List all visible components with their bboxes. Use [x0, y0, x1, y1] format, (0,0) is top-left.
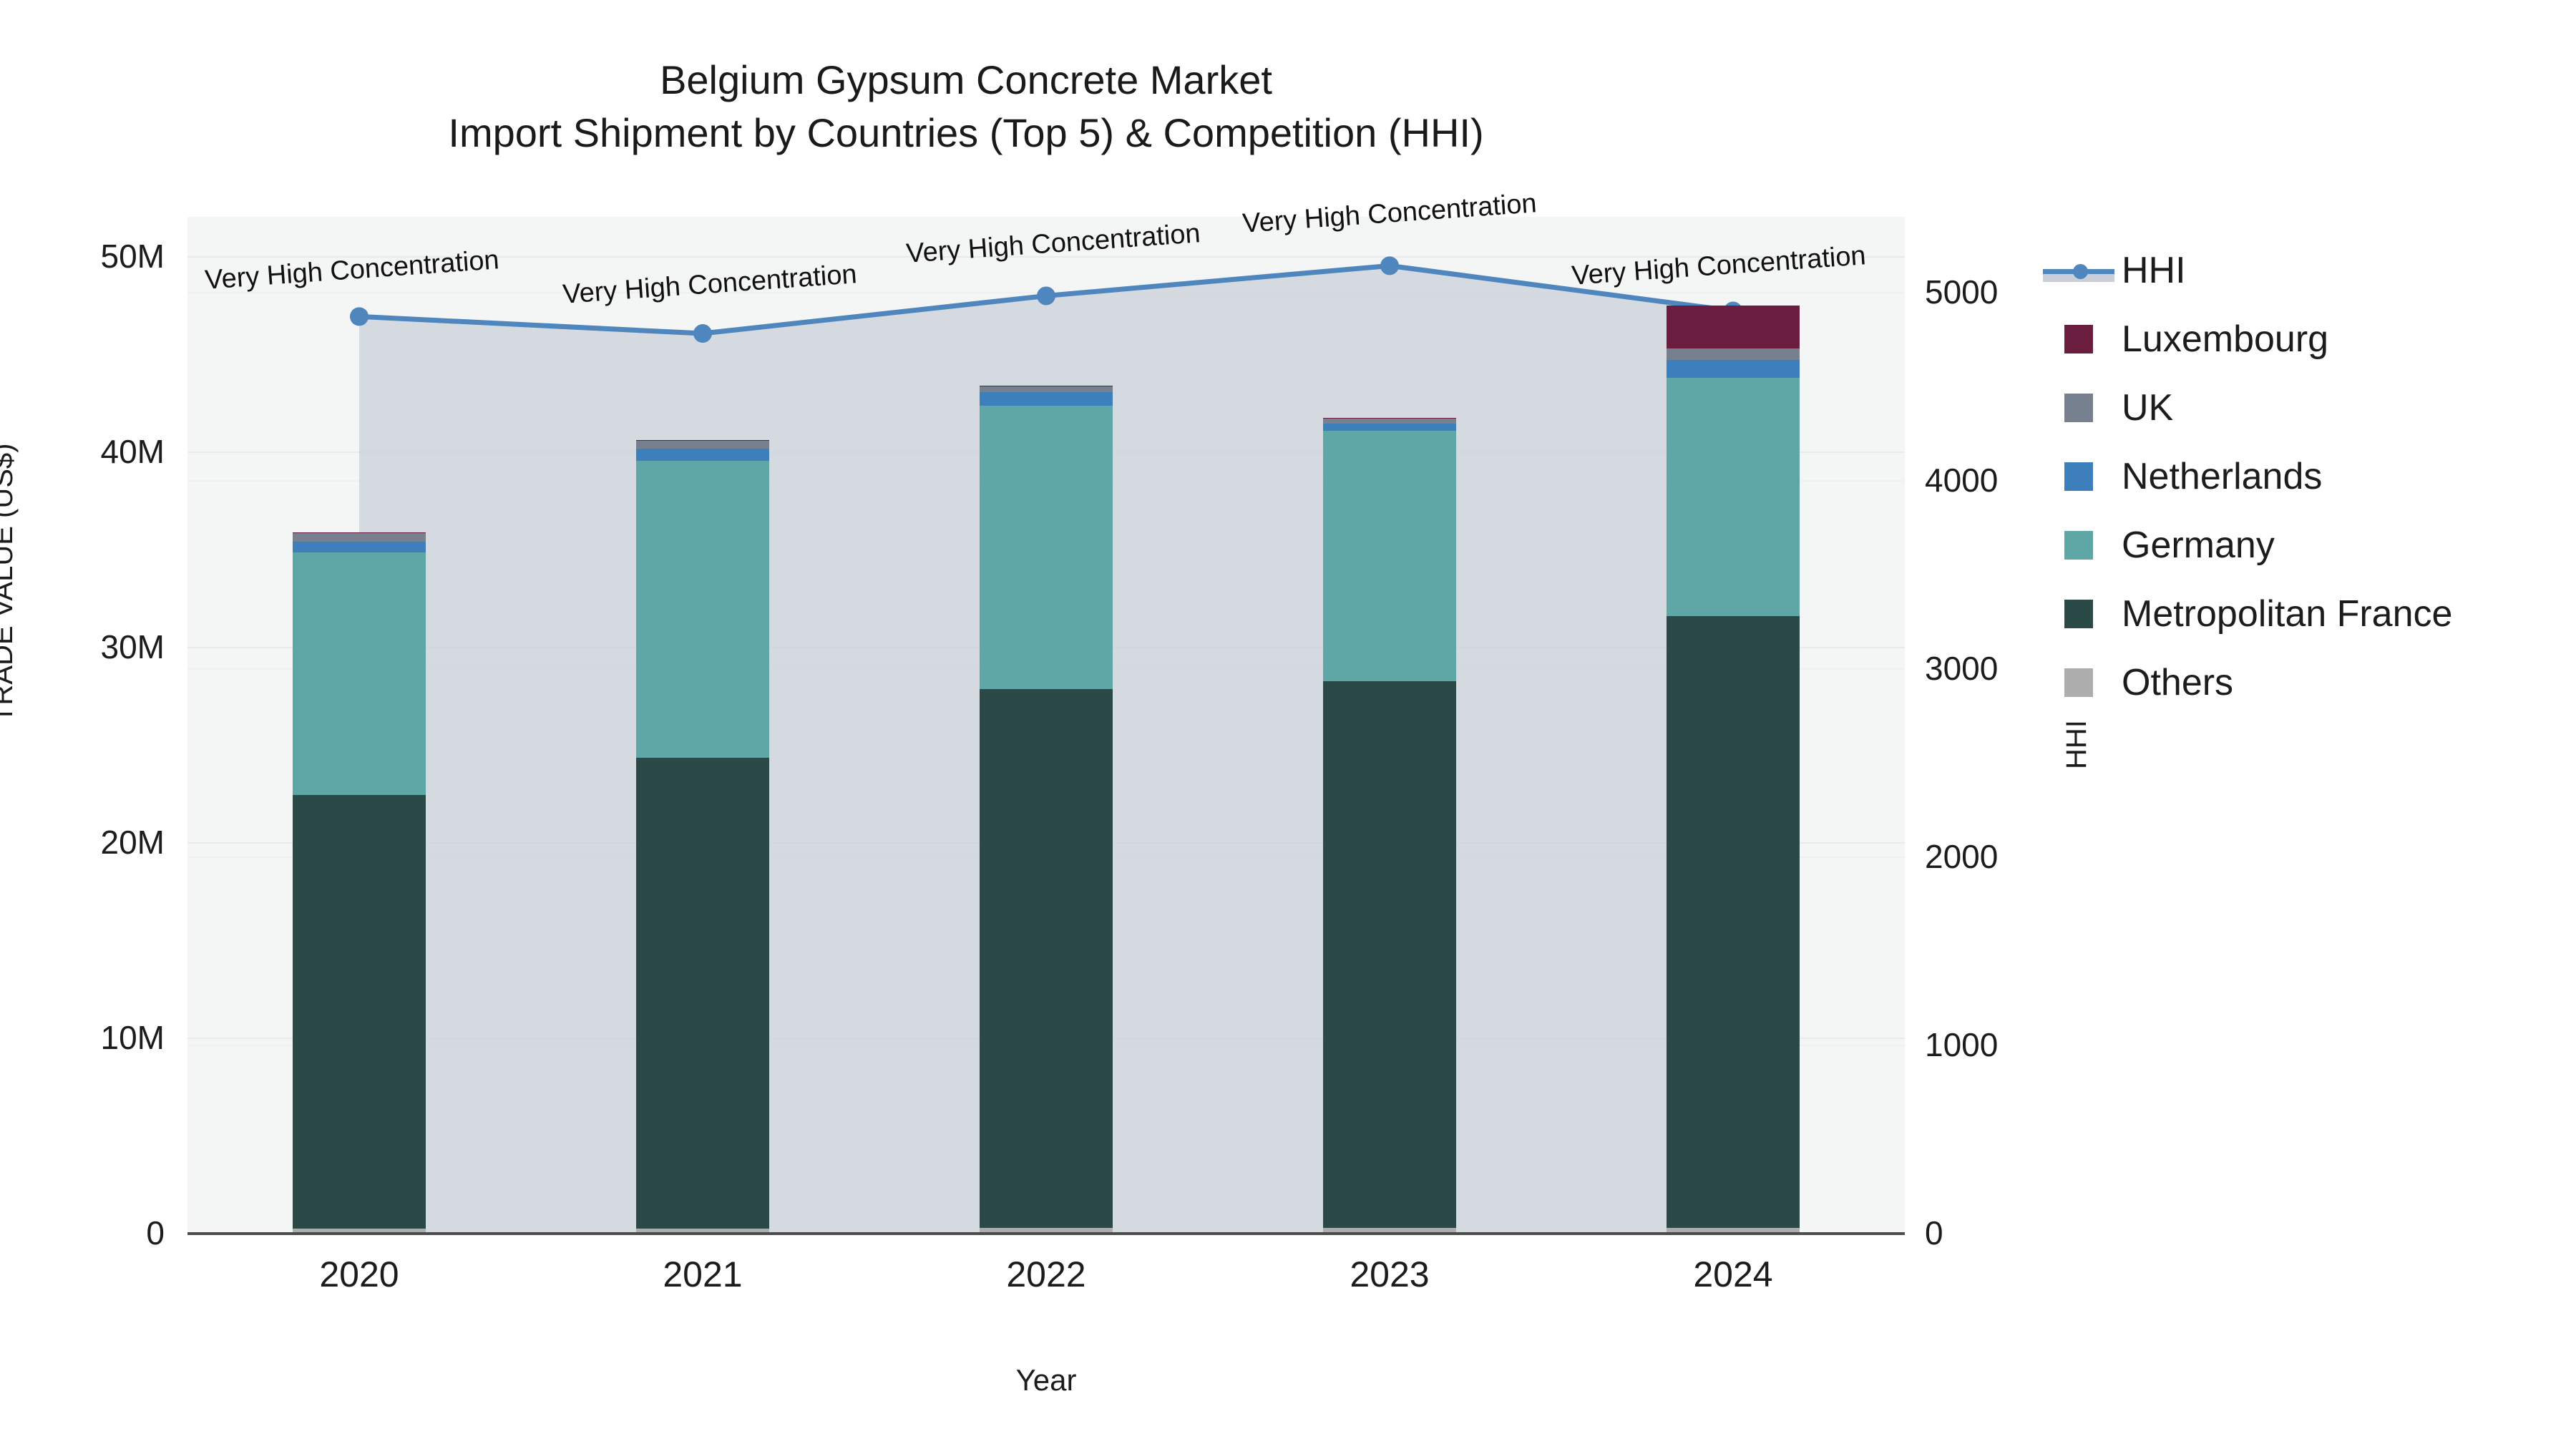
bar-segment-others[interactable]: [293, 1229, 426, 1233]
y-axis-left-label: TRADE VALUE (US$): [0, 443, 19, 723]
bar-segment-germany[interactable]: [293, 552, 426, 795]
y-tick-left-10M: 10M: [100, 1018, 165, 1056]
hhi-point-2020[interactable]: [350, 307, 369, 326]
bar-segment-uk[interactable]: [636, 441, 769, 449]
legend-swatch-icon: [2064, 462, 2093, 491]
y-tick-right-0: 0: [1925, 1214, 1943, 1252]
bar-segment-uk[interactable]: [980, 386, 1113, 392]
x-tick-2021: 2021: [663, 1254, 743, 1294]
hhi-point-2023[interactable]: [1380, 256, 1399, 275]
y-tick-right-5000: 5000: [1925, 273, 1999, 311]
legend-item-label: HHI: [2122, 250, 2186, 291]
bar-segment-germany[interactable]: [636, 460, 769, 758]
bar-segment-netherlands[interactable]: [293, 542, 426, 553]
legend-item-label: Metropolitan France: [2122, 593, 2453, 635]
bar-segment-luxembourg[interactable]: [636, 440, 769, 441]
plot-area: [187, 217, 1905, 1234]
bar-segment-netherlands[interactable]: [980, 391, 1113, 406]
legend-line-marker-icon: [2043, 256, 2114, 285]
y-tick-right-3000: 3000: [1925, 650, 1999, 688]
bar-segment-netherlands[interactable]: [636, 449, 769, 461]
bar-segment-uk[interactable]: [1323, 418, 1456, 424]
bar-segment-metropolitan-france[interactable]: [980, 688, 1113, 1229]
legend-item-metropolitan-france[interactable]: Metropolitan France: [2043, 580, 2558, 648]
chart-title-line-2: Import Shipment by Countries (Top 5) & C…: [448, 109, 1484, 155]
hhi-point-2021[interactable]: [693, 324, 712, 343]
legend-swatch-icon: [2064, 394, 2093, 422]
bar-segment-uk[interactable]: [1667, 348, 1800, 361]
legend-item-luxembourg[interactable]: Luxembourg: [2043, 305, 2558, 374]
bar-segment-netherlands[interactable]: [1323, 424, 1456, 431]
y-tick-left-20M: 20M: [100, 823, 165, 861]
bar-2020[interactable]: [293, 217, 426, 1233]
hhi-point-2022[interactable]: [1037, 286, 1055, 306]
bar-segment-metropolitan-france[interactable]: [293, 794, 426, 1229]
y-tick-right-4000: 4000: [1925, 462, 1999, 499]
y-axis-right-label: HHI: [2061, 720, 2092, 769]
bar-segment-metropolitan-france[interactable]: [1323, 680, 1456, 1229]
bar-segment-others[interactable]: [980, 1228, 1113, 1233]
legend-item-label: Germany: [2122, 525, 2275, 566]
y-tick-right-1000: 1000: [1925, 1026, 1999, 1064]
y-tick-left-50M: 50M: [100, 237, 165, 275]
bar-segment-others[interactable]: [636, 1228, 769, 1233]
chart-title: Belgium Gypsum Concrete Market Import Sh…: [0, 54, 1932, 160]
y-tick-left-30M: 30M: [100, 628, 165, 665]
legend-item-germany[interactable]: Germany: [2043, 511, 2558, 580]
legend-item-netherlands[interactable]: Netherlands: [2043, 442, 2558, 511]
bar-segment-netherlands[interactable]: [1667, 360, 1800, 379]
y-tick-left-40M: 40M: [100, 432, 165, 470]
legend-item-hhi[interactable]: HHI: [2043, 236, 2558, 305]
bar-segment-others[interactable]: [1323, 1228, 1456, 1233]
chart-title-line-1: Belgium Gypsum Concrete Market: [660, 57, 1272, 102]
gridline-major: [187, 255, 1905, 258]
bar-segment-metropolitan-france[interactable]: [636, 757, 769, 1229]
bar-segment-others[interactable]: [1667, 1227, 1800, 1233]
legend-swatch-icon: [2064, 600, 2093, 628]
legend: HHI Luxembourg UK Netherlands Germany Metropo…: [2043, 236, 2558, 717]
bar-2021[interactable]: [636, 217, 769, 1233]
bar-segment-luxembourg[interactable]: [293, 532, 426, 533]
x-tick-2022: 2022: [1006, 1254, 1086, 1294]
bar-2022[interactable]: [980, 217, 1113, 1233]
bar-segment-uk[interactable]: [293, 532, 426, 542]
y-tick-right-2000: 2000: [1925, 838, 1999, 876]
bar-2023[interactable]: [1323, 217, 1456, 1233]
legend-item-uk[interactable]: UK: [2043, 374, 2558, 442]
legend-item-label: UK: [2122, 387, 2174, 429]
x-tick-2020: 2020: [319, 1254, 399, 1294]
legend-item-label: Luxembourg: [2122, 318, 2329, 360]
bar-segment-luxembourg[interactable]: [1667, 306, 1800, 349]
bar-segment-luxembourg[interactable]: [1323, 418, 1456, 419]
bar-2024[interactable]: [1667, 217, 1800, 1233]
bar-segment-germany[interactable]: [980, 405, 1113, 689]
legend-swatch-icon: [2064, 531, 2093, 560]
legend-item-others[interactable]: Others: [2043, 648, 2558, 717]
legend-swatch-icon: [2064, 668, 2093, 697]
x-axis-label: Year: [1015, 1363, 1077, 1397]
x-tick-2024: 2024: [1693, 1254, 1773, 1294]
x-axis-line: [187, 1232, 1905, 1235]
bar-segment-metropolitan-france[interactable]: [1667, 616, 1800, 1228]
x-tick-2023: 2023: [1350, 1254, 1430, 1294]
legend-item-label: Others: [2122, 662, 2234, 703]
bar-segment-germany[interactable]: [1667, 378, 1800, 617]
bar-segment-germany[interactable]: [1323, 431, 1456, 681]
legend-item-label: Netherlands: [2122, 456, 2323, 497]
legend-swatch-icon: [2064, 325, 2093, 353]
y-tick-left-0: 0: [146, 1214, 165, 1252]
